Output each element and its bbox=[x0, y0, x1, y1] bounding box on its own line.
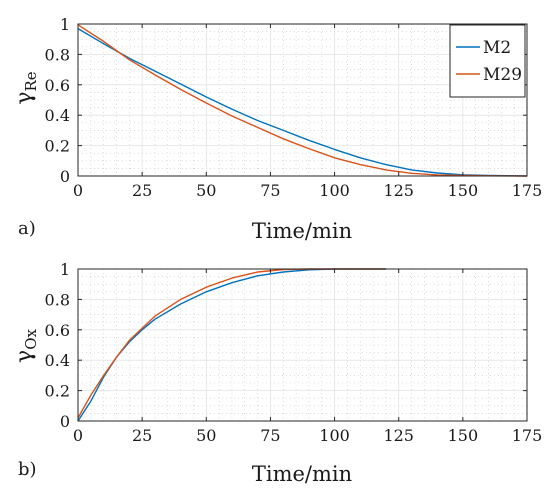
y-axis-label-a: γRe bbox=[12, 71, 40, 104]
y-tick-label-b: 1 bbox=[60, 260, 70, 279]
series-line-m2-a bbox=[77, 27, 528, 177]
grid-b bbox=[77, 268, 528, 422]
legend: M2 M29 bbox=[449, 24, 526, 98]
y-axis-label-a-subscript: Re bbox=[22, 71, 40, 91]
legend-label-m2: M2 bbox=[483, 38, 511, 58]
x-tick-label-a: 0 bbox=[73, 181, 83, 200]
x-tick-label-b: 150 bbox=[448, 426, 479, 445]
x-tick-label-b: 50 bbox=[196, 426, 216, 445]
series-line-m29-a bbox=[77, 24, 528, 177]
x-tick-label-b: 75 bbox=[260, 426, 280, 445]
x-tick-label-b: 175 bbox=[512, 426, 543, 445]
y-axis-label-b-subscript: Ox bbox=[22, 329, 40, 350]
y-tick-label-b: 0.8 bbox=[45, 290, 70, 309]
x-axis-label-b: Time/min bbox=[252, 462, 352, 486]
panel-b: 0 25 50 75 100 125 150 175 0 0.2 0.4 0.6 0.8 1 γOx Ti… bbox=[12, 260, 542, 486]
y-axis-label-b: γOx bbox=[12, 329, 40, 363]
panel-label-b: b) bbox=[18, 459, 37, 480]
y-tick-label-a: 0.8 bbox=[45, 45, 70, 64]
axes-box-b bbox=[77, 268, 528, 422]
x-tick-label-a: 125 bbox=[383, 181, 414, 200]
legend-label-m29: M29 bbox=[483, 65, 522, 85]
series-line-m29-b bbox=[77, 268, 386, 419]
panel-label-a: a) bbox=[18, 218, 36, 239]
x-tick-label-b: 0 bbox=[73, 426, 83, 445]
series-a bbox=[77, 24, 528, 177]
y-tick-label-a: 0.6 bbox=[45, 76, 70, 95]
x-tick-label-a: 50 bbox=[196, 181, 216, 200]
axes-box-a bbox=[77, 23, 528, 177]
ticks-a: 0 25 50 75 100 125 150 175 0 0.2 0.4 0.6 0.8 1 bbox=[45, 15, 543, 200]
x-axis-label-a: Time/min bbox=[252, 219, 352, 243]
y-tick-label-a: 0.4 bbox=[45, 106, 70, 125]
y-tick-label-b: 0.6 bbox=[45, 321, 70, 340]
y-tick-label-a: 0 bbox=[60, 167, 70, 186]
y-axis-label-b-symbol: γ bbox=[12, 350, 37, 363]
legend-box bbox=[449, 24, 526, 98]
y-tick-label-a: 1 bbox=[60, 15, 70, 34]
panel-a: 0 25 50 75 100 125 150 175 0 0.2 0.4 0.6 0.8 1 M2 M29… bbox=[12, 15, 542, 243]
y-tick-label-b: 0.4 bbox=[45, 351, 70, 370]
x-tick-label-a: 150 bbox=[448, 181, 479, 200]
x-tick-label-a: 175 bbox=[512, 181, 543, 200]
y-axis-label-a-symbol: γ bbox=[12, 92, 37, 105]
y-tick-label-b: 0 bbox=[60, 412, 70, 431]
x-tick-label-b: 25 bbox=[132, 426, 152, 445]
x-tick-label-a: 75 bbox=[260, 181, 280, 200]
x-tick-label-a: 100 bbox=[319, 181, 350, 200]
y-tick-label-b: 0.2 bbox=[45, 382, 70, 401]
x-tick-label-b: 125 bbox=[383, 426, 414, 445]
x-tick-label-b: 100 bbox=[319, 426, 350, 445]
ticks-b: 0 25 50 75 100 125 150 175 0 0.2 0.4 0.6 0.8 1 bbox=[45, 260, 543, 445]
y-tick-label-a: 0.2 bbox=[45, 137, 70, 156]
x-tick-label-a: 25 bbox=[132, 181, 152, 200]
